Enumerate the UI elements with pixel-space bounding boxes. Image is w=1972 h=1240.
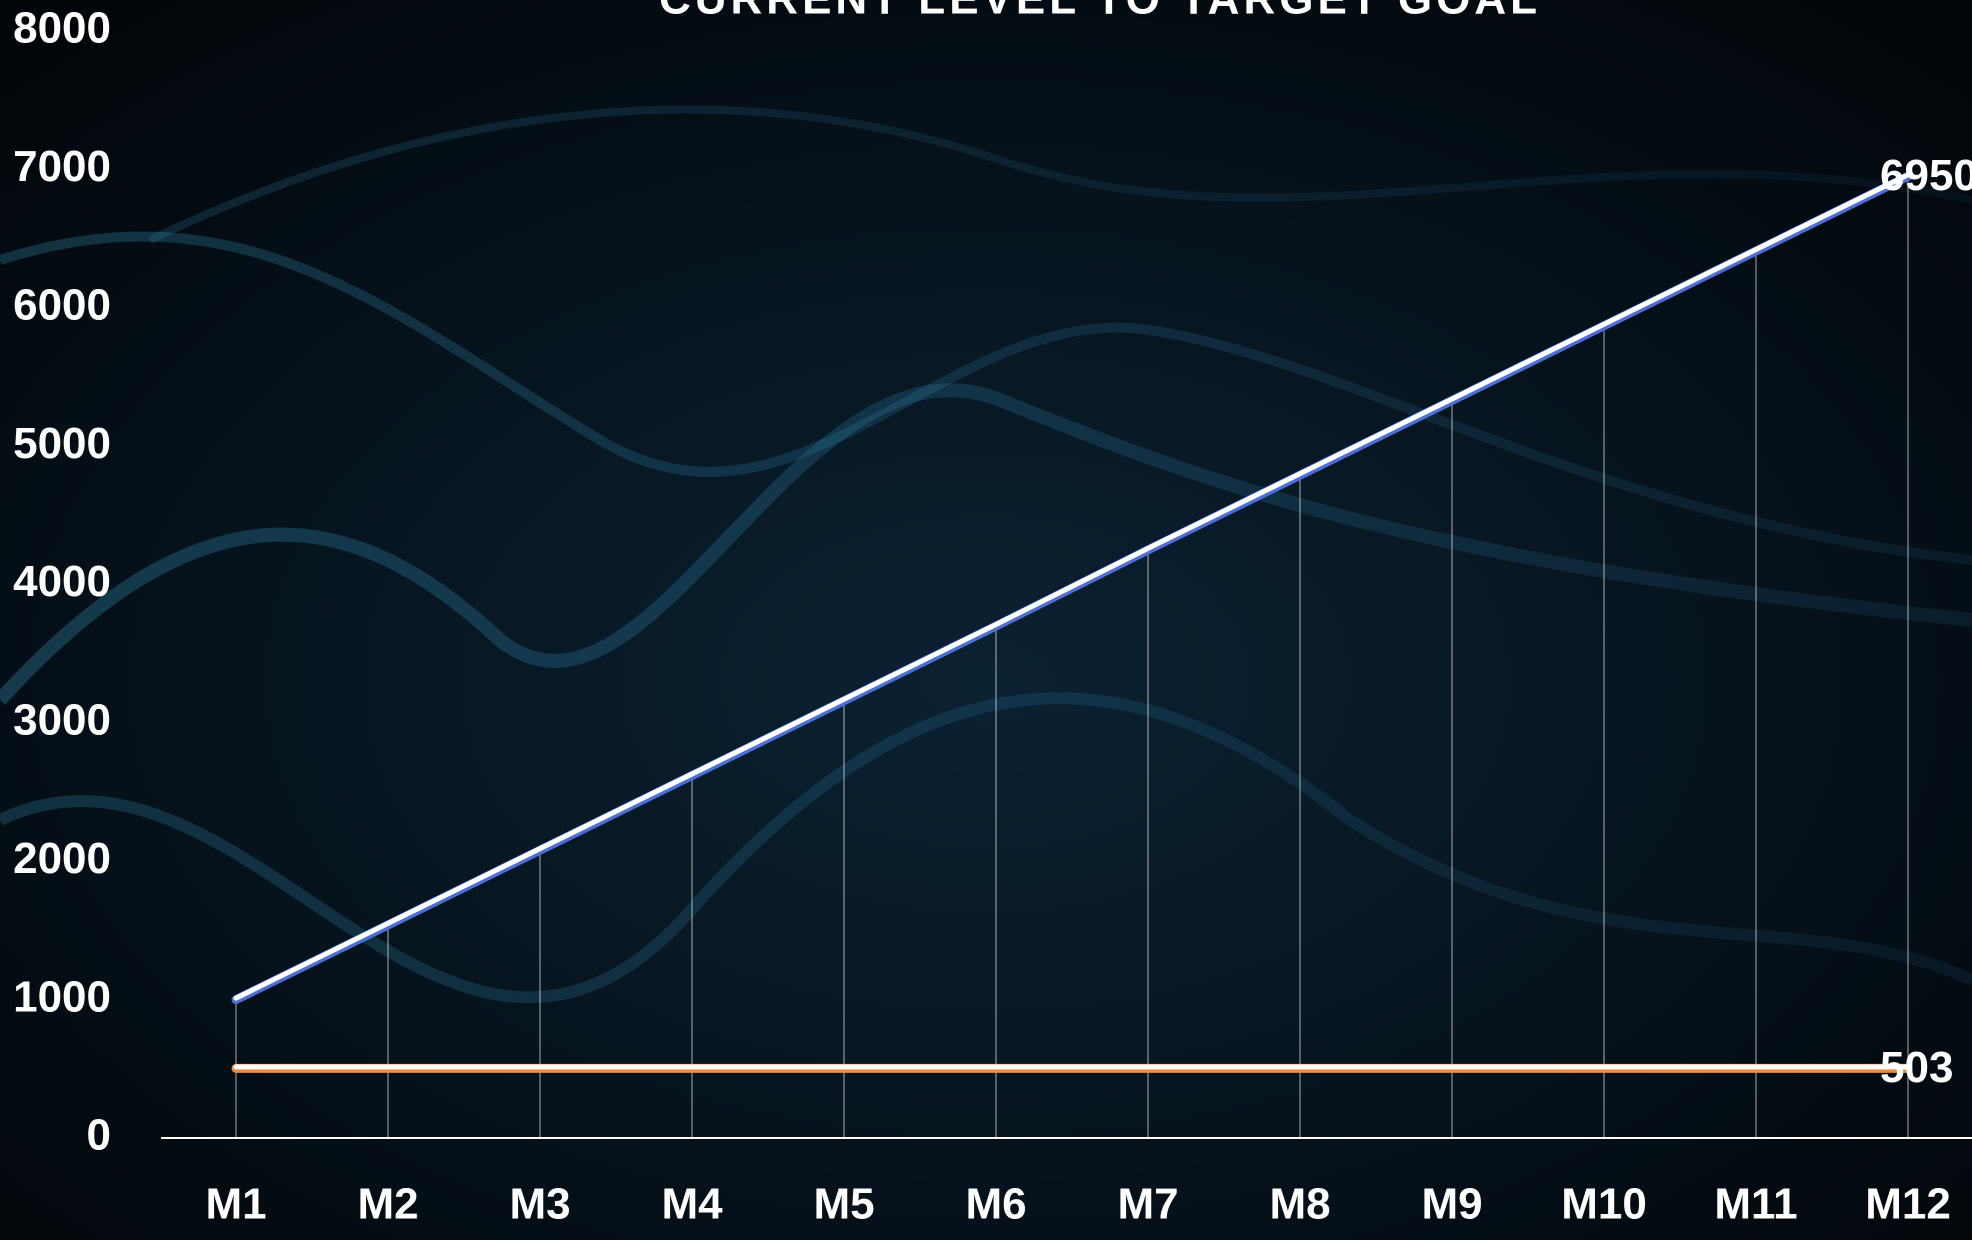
y-tick-label: 0 xyxy=(87,1111,111,1160)
y-tick-label: 5000 xyxy=(13,419,111,468)
background-waves xyxy=(0,105,1972,1004)
y-tick-label: 3000 xyxy=(13,696,111,745)
y-tick-label: 8000 xyxy=(13,4,111,53)
x-tick-label: M11 xyxy=(1714,1180,1797,1229)
x-tick-label: M10 xyxy=(1561,1180,1647,1229)
x-tick-label: M6 xyxy=(965,1180,1026,1229)
series-line xyxy=(233,172,1911,1001)
y-tick-label: 2000 xyxy=(13,834,111,883)
y-tick-label: 1000 xyxy=(13,972,111,1021)
data-label: 6950 xyxy=(1880,151,1972,200)
x-tick-label: M12 xyxy=(1865,1180,1951,1229)
data-label: 503 xyxy=(1880,1043,1953,1092)
x-tick-label: M1 xyxy=(205,1180,266,1229)
chart-title: CURRENT LEVEL TO TARGET GOAL xyxy=(659,0,1541,24)
x-tick-label: M9 xyxy=(1421,1180,1482,1229)
y-tick-label: 7000 xyxy=(13,142,111,191)
x-tick-label: M8 xyxy=(1269,1180,1330,1229)
x-tick-label: M7 xyxy=(1117,1180,1178,1229)
y-tick-label: 4000 xyxy=(13,557,111,606)
y-tick-label: 6000 xyxy=(13,280,111,329)
x-tick-label: M5 xyxy=(813,1180,874,1229)
x-tick-label: M2 xyxy=(357,1180,418,1229)
x-tick-label: M4 xyxy=(661,1180,723,1229)
x-tick-label: M3 xyxy=(509,1180,570,1229)
